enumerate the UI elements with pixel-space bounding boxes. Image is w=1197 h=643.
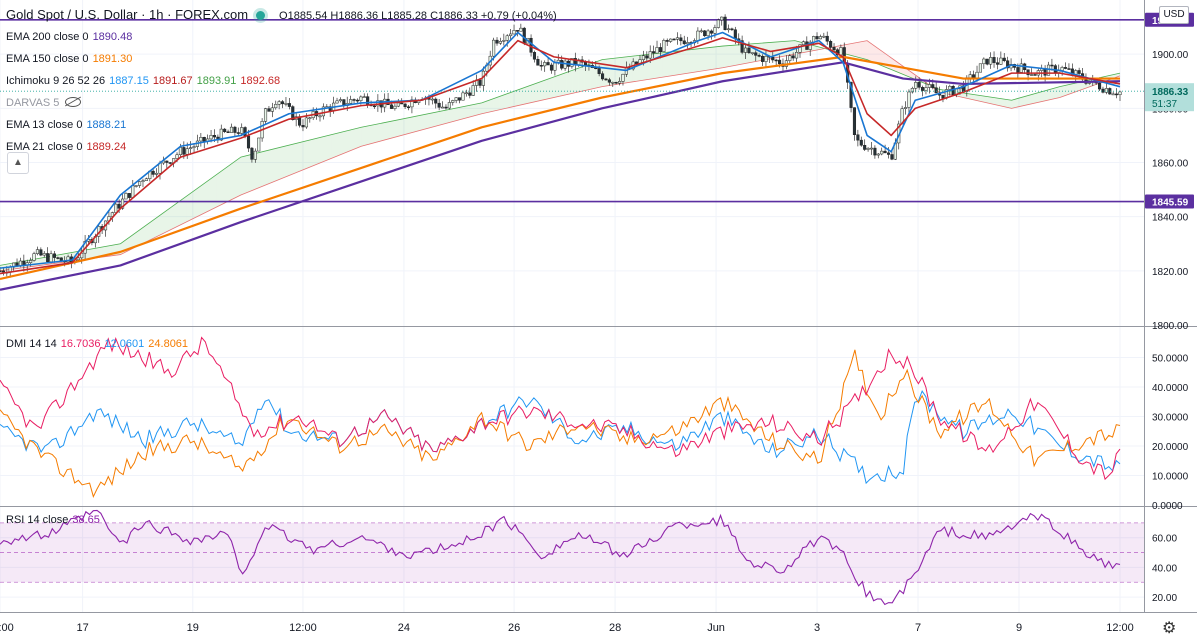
legend-darvas[interactable]: DARVAS 5 <box>6 96 82 110</box>
series-line-ema-13-close-0 <box>0 31 1121 269</box>
series-line-ema-150-close-0 <box>0 55 1120 281</box>
legend-ichimoku-base: 1891.67 <box>152 75 193 87</box>
legend-ema21-value: 1889.24 <box>86 141 127 153</box>
dmi-line-di <box>0 349 1121 498</box>
time-tick-label: 19 <box>187 622 199 634</box>
price-tick-label: 20.00 <box>1152 593 1177 604</box>
time-tick-label: 12:00 <box>0 622 14 634</box>
price-tick-label: 1820.00 <box>1152 267 1189 278</box>
collapse-legend-button[interactable]: ▲ <box>7 152 29 174</box>
time-tick-label: Jun <box>707 622 725 634</box>
lower-level-badge-text: 1845.59 <box>1152 198 1189 209</box>
price-tick-label: 30.0000 <box>1152 413 1189 424</box>
time-tick-label: 12:00 <box>289 622 317 634</box>
currency-button[interactable]: USD <box>1159 6 1189 24</box>
time-tick-label: 17 <box>76 622 88 634</box>
legend-ema200[interactable]: EMA 200 close 0 1890.48 <box>6 30 132 44</box>
symbol-header: Gold Spot / U.S. Dollar · 1h · FOREX.com… <box>6 8 557 23</box>
price-tick-label: 10.0000 <box>1152 472 1189 483</box>
time-tick-label: 24 <box>398 622 410 634</box>
price-tick-label: 20.0000 <box>1152 442 1189 453</box>
legend-ema13-value: 1888.21 <box>86 119 127 131</box>
legend-rsi[interactable]: RSI 14 close 38.65 <box>6 513 100 527</box>
last-price-text: 1886.33 <box>1152 87 1189 98</box>
legend-dmi-value-1: 16.7036 <box>60 338 101 350</box>
gear-icon[interactable]: ⚙ <box>1162 620 1177 637</box>
price-tick-label: 1900.00 <box>1152 50 1189 61</box>
hidden-eye-icon[interactable] <box>65 97 82 107</box>
bar-countdown-text: 51:37 <box>1152 99 1177 110</box>
legend-rsi-value: 38.65 <box>72 514 100 526</box>
time-tick-label: 26 <box>508 622 520 634</box>
rsi-line <box>0 509 1121 606</box>
price-tick-label: 1860.00 <box>1152 159 1189 170</box>
series-line-ema-200-close-0 <box>0 61 1121 291</box>
legend-ema200-value: 1890.48 <box>92 31 133 43</box>
grid <box>0 0 1144 612</box>
legend-ema21[interactable]: EMA 21 close 0 1889.24 <box>6 140 126 154</box>
legend-ema150[interactable]: EMA 150 close 0 1891.30 <box>6 52 132 66</box>
lower-level-badge: 1845.59 <box>1145 194 1194 209</box>
candles <box>0 14 1122 278</box>
legend-darvas-label: DARVAS 5 <box>6 97 60 109</box>
legend-ichimoku-conversion: 1887.15 <box>109 75 149 87</box>
price-tick-label: 1840.00 <box>1152 213 1189 224</box>
dmi-line-adx <box>0 336 1121 481</box>
time-tick-label: 28 <box>609 622 621 634</box>
legend-ema200-label: EMA 200 close 0 <box>6 31 89 43</box>
legend-rsi-label: RSI 14 close <box>6 514 69 526</box>
time-tick-label: 12:00 <box>1106 622 1134 634</box>
legend-ema13[interactable]: EMA 13 close 0 1888.21 <box>6 118 126 132</box>
price-tick-label: 0.0000 <box>1152 501 1183 512</box>
legend-ema150-label: EMA 150 close 0 <box>6 53 89 65</box>
legend-ichimoku-span-a: 1893.91 <box>196 75 237 87</box>
legend-dmi-value-2: 12.0601 <box>104 338 145 350</box>
legend-dmi-value-3: 24.8061 <box>148 338 189 350</box>
legend-ema150-value: 1891.30 <box>92 53 133 65</box>
price-tick-label: 40.00 <box>1152 563 1177 574</box>
price-tick-label: 50.0000 <box>1152 354 1189 365</box>
legend-dmi-label: DMI 14 14 <box>6 338 57 350</box>
legend-dmi[interactable]: DMI 14 14 16.7036 12.0601 24.8061 <box>6 337 188 351</box>
series-line-ema-21-close-0 <box>0 37 1121 275</box>
market-status-dot <box>256 11 266 20</box>
ichimoku-span-a-line <box>0 40 1121 266</box>
legend-ema21-label: EMA 21 close 0 <box>6 141 83 153</box>
ichimoku-span-b-line <box>0 40 1121 272</box>
legend-ema13-label: EMA 13 close 0 <box>6 119 83 131</box>
legend-ichimoku[interactable]: Ichimoku 9 26 52 26 1887.15 1891.67 1893.91… <box>6 74 280 88</box>
time-tick-label: 9 <box>1016 622 1022 634</box>
time-tick-label: 7 <box>915 622 921 634</box>
price-tick-label: 60.00 <box>1152 534 1177 545</box>
legend-ichimoku-span-b: 1892.68 <box>240 75 281 87</box>
symbol-title: Gold Spot / U.S. Dollar · 1h · FOREX.com <box>6 7 249 22</box>
legend-ichimoku-label: Ichimoku 9 26 52 26 <box>6 75 106 87</box>
price-tick-label: 40.0000 <box>1152 383 1189 394</box>
ohlc-readout: O1885.54 H1886.36 L1885.28 C1886.33 +0.7… <box>279 10 557 22</box>
time-tick-label: 3 <box>814 622 820 634</box>
price-tick-label: 1800.00 <box>1152 321 1189 332</box>
dmi-line-di <box>0 389 1121 485</box>
